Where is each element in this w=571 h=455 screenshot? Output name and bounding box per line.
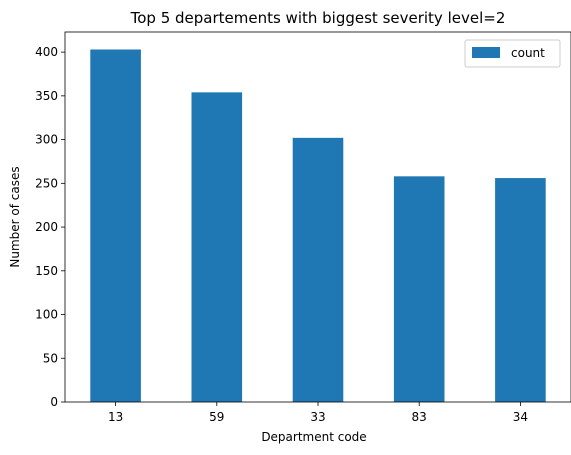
legend-swatch bbox=[472, 47, 500, 58]
plot-area: 0 50 100 150 200 250 300 350 400 13 59 33 83 34 coun… bbox=[35, 31, 571, 424]
x-tick-label: 59 bbox=[209, 410, 224, 424]
y-tick-label: 300 bbox=[35, 133, 58, 147]
y-axis-label: Number of cases bbox=[8, 166, 22, 267]
x-tick-label: 33 bbox=[310, 410, 325, 424]
legend-label: count bbox=[511, 46, 545, 60]
bars bbox=[90, 49, 546, 403]
y-tick-label: 200 bbox=[35, 220, 58, 234]
bar-13 bbox=[90, 49, 141, 403]
y-axis: 0 50 100 150 200 250 300 350 400 bbox=[35, 45, 65, 409]
legend: count bbox=[464, 39, 561, 68]
chart-title: Top 5 departements with biggest severity… bbox=[130, 9, 506, 27]
x-tick-label: 83 bbox=[412, 410, 427, 424]
y-tick-label: 0 bbox=[50, 395, 58, 409]
bar-59 bbox=[191, 92, 243, 402]
bar-34 bbox=[495, 178, 546, 402]
y-tick-label: 100 bbox=[35, 308, 58, 322]
y-tick-label: 400 bbox=[35, 45, 58, 59]
x-tick-label: 13 bbox=[108, 410, 123, 424]
y-tick-label: 250 bbox=[35, 176, 58, 190]
bar-33 bbox=[292, 137, 344, 403]
y-tick-label: 50 bbox=[43, 351, 58, 365]
x-axis: 13 59 33 83 34 bbox=[108, 402, 528, 424]
y-tick-label: 350 bbox=[35, 89, 58, 103]
x-axis-label: Department code bbox=[261, 430, 366, 444]
bar-83 bbox=[393, 176, 445, 402]
x-tick-label: 34 bbox=[513, 410, 528, 424]
legend-frame bbox=[464, 39, 561, 68]
y-tick-label: 150 bbox=[35, 264, 58, 278]
